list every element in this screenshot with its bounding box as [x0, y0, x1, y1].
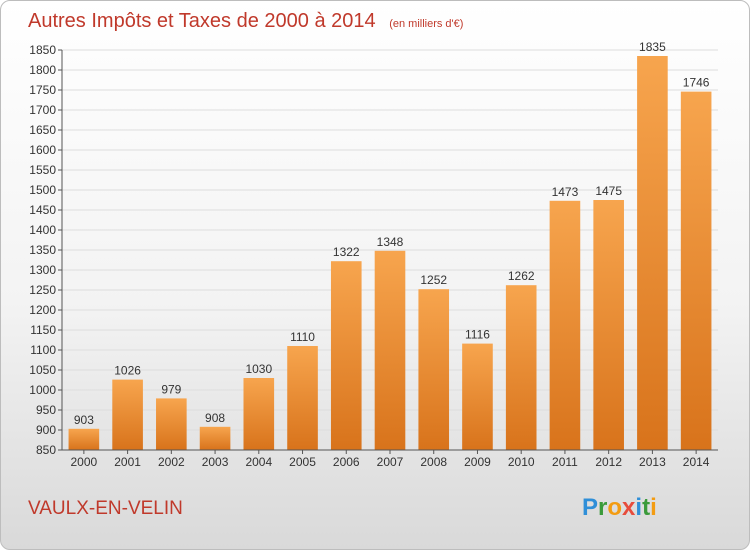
- y-tick-label: 1300: [29, 263, 56, 277]
- y-tick-label: 1600: [29, 143, 56, 157]
- x-tick-label: 2003: [202, 455, 229, 469]
- y-tick-label: 1150: [30, 323, 56, 337]
- x-tick-label: 2001: [114, 455, 141, 469]
- y-tick-label: 1800: [29, 63, 56, 77]
- y-tick-label: 1450: [29, 203, 56, 217]
- bar-value-label: 1030: [245, 362, 272, 376]
- bar: [374, 250, 406, 450]
- x-tick-label: 2004: [245, 455, 272, 469]
- x-tick-label: 2006: [333, 455, 360, 469]
- y-tick-label: 1100: [30, 343, 56, 357]
- bar-value-label: 903: [74, 413, 94, 427]
- x-tick-label: 2010: [508, 455, 535, 469]
- bar: [287, 346, 318, 450]
- y-tick-label: 1050: [29, 363, 56, 377]
- bar: [637, 56, 668, 450]
- y-axis: 850 900 950 1000 1050 1100 1150 1200 1250 1300 135…: [29, 43, 63, 457]
- y-tick-label: 1550: [29, 163, 56, 177]
- y-tick-label: 1200: [29, 303, 56, 317]
- bar: [243, 378, 275, 450]
- y-tick-label: 1700: [29, 103, 56, 117]
- y-tick-label: 1400: [29, 223, 56, 237]
- bar: [418, 289, 450, 450]
- bar-value-label: 979: [161, 382, 181, 396]
- bar: [505, 285, 537, 450]
- y-tick-label: 1500: [29, 183, 56, 197]
- bar-value-label: 1116: [465, 328, 490, 342]
- bar: [462, 343, 493, 450]
- y-tick-label: 1850: [29, 43, 56, 57]
- bar-value-label: 1473: [552, 185, 579, 199]
- y-tick-label: 1000: [29, 383, 56, 397]
- bar-value-label: 908: [205, 411, 225, 425]
- x-tick-label: 2005: [289, 455, 316, 469]
- bar-value-label: 1475: [595, 184, 622, 198]
- bar-value-label: 1348: [377, 235, 404, 249]
- y-tick-label: 1350: [29, 243, 56, 257]
- bar: [549, 200, 581, 450]
- x-tick-label: 2002: [158, 455, 185, 469]
- x-tick-label: 2009: [464, 455, 491, 469]
- bar: [156, 398, 187, 450]
- chart-title: Autres Impôts et Taxes de 2000 à 2014: [28, 10, 376, 32]
- bar-value-label: 1252: [420, 273, 447, 287]
- bar-value-label: 1110: [290, 330, 315, 344]
- y-tick-label: 900: [36, 423, 56, 437]
- bar: [330, 261, 362, 450]
- x-tick-label: 2008: [420, 455, 447, 469]
- bar-value-label: 1262: [508, 269, 535, 283]
- y-tick-label: 1750: [29, 83, 56, 97]
- y-tick-label: 1650: [29, 123, 56, 137]
- x-tick-label: 2012: [595, 455, 622, 469]
- x-tick-label: 2000: [71, 455, 98, 469]
- bar: [199, 426, 231, 450]
- y-tick-label: 1250: [29, 283, 56, 297]
- y-tick-label: 850: [36, 443, 56, 457]
- bar: [112, 379, 143, 450]
- x-tick-label: 2007: [377, 455, 404, 469]
- chart-subtitle: (en milliers d'€): [389, 18, 463, 30]
- bar-value-label: 1746: [683, 76, 710, 90]
- y-tick-label: 950: [36, 403, 56, 417]
- x-tick-label: 2014: [683, 455, 710, 469]
- brand-logo: Proxiti: [582, 494, 657, 521]
- x-tick-label: 2011: [552, 455, 578, 469]
- bar: [68, 428, 100, 450]
- x-tick-label: 2013: [639, 455, 666, 469]
- bar-value-label: 1835: [639, 40, 666, 54]
- bar: [593, 200, 624, 450]
- bar-value-label: 1026: [114, 364, 141, 378]
- bars: 903 1026 979 908 1030 1110 1322 1348 1252 1116 126…: [68, 40, 712, 450]
- location-label: VAULX-EN-VELIN: [28, 498, 183, 519]
- x-axis: 2000 2001 2002 2003 2004 2005 2006 2007 2008 2009…: [62, 449, 718, 469]
- svg-text:Autres Impôts et Taxes de 2000: Autres Impôts et Taxes de 2000 à 2014 (e…: [28, 10, 463, 32]
- bar: [680, 91, 712, 450]
- bar-value-label: 1322: [333, 245, 360, 259]
